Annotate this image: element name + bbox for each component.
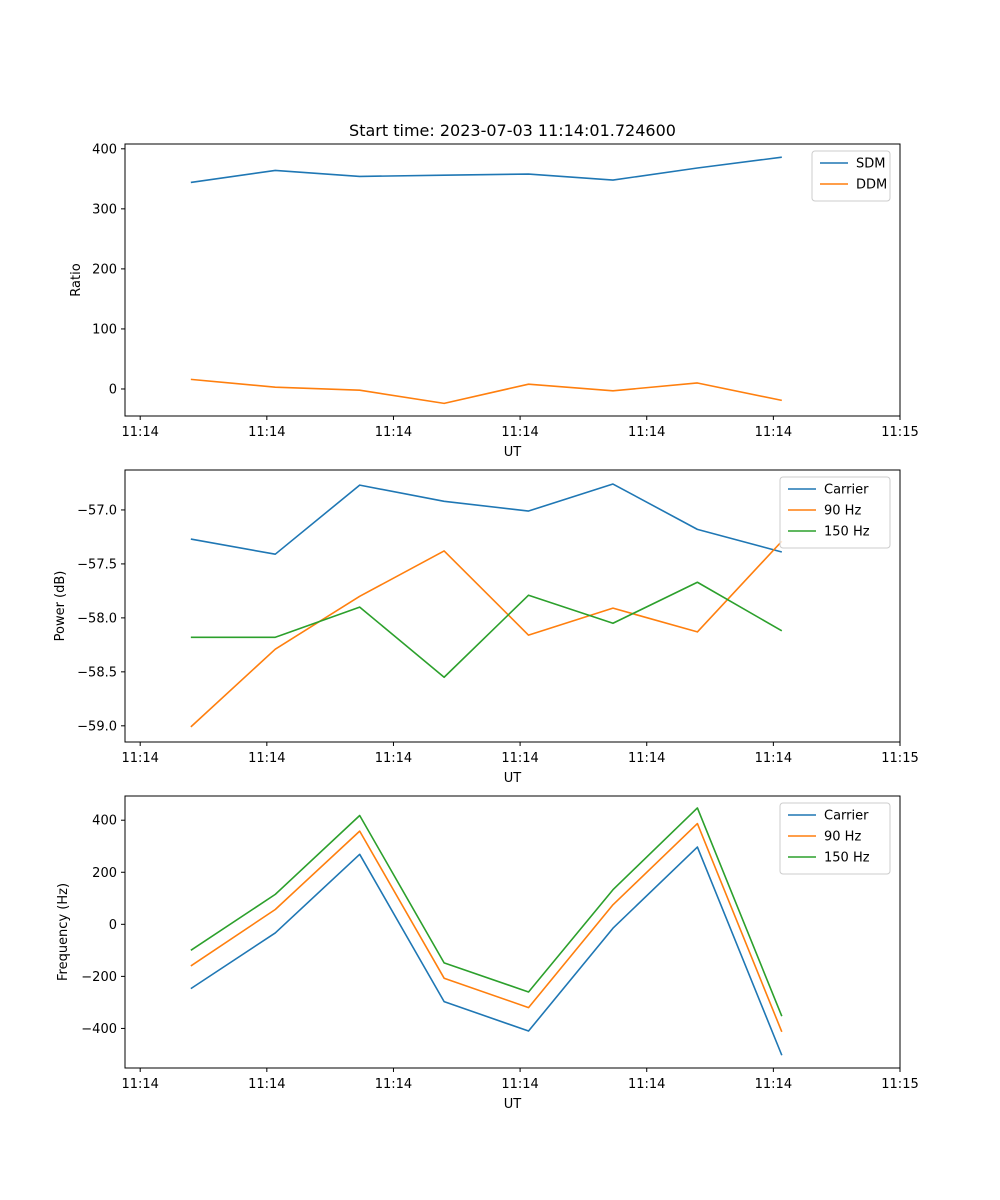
x-tick-label: 11:14: [628, 1077, 665, 1092]
legend-label: 90 Hz: [824, 830, 861, 845]
x-tick-label: 11:14: [248, 425, 285, 440]
legend: SDM DDM: [811, 150, 891, 202]
y-tick-label: −57.5: [77, 557, 117, 572]
legend: Carrier 90 Hz 150 Hz: [779, 802, 891, 875]
y-tick-label: 400: [92, 814, 117, 829]
series-line-carrier: [190, 846, 783, 1056]
legend-label: 150 Hz: [824, 525, 870, 540]
x-tick-label: 11:14: [375, 751, 412, 766]
x-tick-label: 11:14: [628, 751, 665, 766]
series-line-150-hz: [190, 581, 783, 679]
y-tick-label: 400: [92, 142, 117, 157]
y-tick-label: 300: [92, 202, 117, 217]
x-tick-label: 11:14: [248, 1077, 285, 1092]
x-tick-label: 11:14: [501, 425, 538, 440]
y-tick-label: 200: [92, 262, 117, 277]
x-tick-label: 11:15: [881, 751, 918, 766]
y-tick-label: 100: [92, 322, 117, 337]
y-tick-label: −58.0: [77, 611, 117, 626]
x-tick-label: 11:14: [755, 425, 792, 440]
legend-label: Carrier: [824, 483, 869, 498]
plot-frame: [124, 795, 901, 1069]
series-line-150-hz: [190, 807, 783, 1017]
x-tick-label: 11:14: [375, 1077, 412, 1092]
x-tick-label: 11:14: [121, 425, 158, 440]
x-tick-label: 11:14: [501, 1077, 538, 1092]
x-tick-label: 11:14: [501, 751, 538, 766]
legend-label: 90 Hz: [824, 504, 861, 519]
series-line-sdm: [190, 156, 782, 184]
series-line-90-hz: [190, 822, 783, 1033]
y-axis-label: Ratio: [69, 263, 84, 296]
legend-label: 150 Hz: [824, 851, 870, 866]
series-line-carrier: [190, 483, 783, 555]
x-axis-label: UT: [504, 445, 522, 460]
x-tick-label: 11:14: [248, 751, 285, 766]
x-tick-label: 11:14: [375, 425, 412, 440]
plot-frame: [124, 143, 901, 417]
y-tick-label: 200: [92, 866, 117, 881]
x-axis-label: UT: [504, 771, 522, 786]
y-axis-label: Power (dB): [53, 571, 68, 642]
x-tick-label: 11:14: [121, 1077, 158, 1092]
y-axis-label: Frequency (Hz): [56, 883, 71, 981]
y-tick-label: 0: [109, 918, 117, 933]
x-tick-label: 11:14: [121, 751, 158, 766]
x-tick-label: 11:15: [881, 425, 918, 440]
x-axis-label: UT: [504, 1097, 522, 1112]
y-tick-label: −200: [81, 970, 117, 985]
legend-label: DDM: [856, 178, 887, 193]
y-tick-label: −58.5: [77, 665, 117, 680]
chart-ratio: Start time: 2023-07-03 11:14:01.724600 U…: [69, 121, 919, 460]
x-tick-label: 11:14: [755, 1077, 792, 1092]
y-tick-label: −400: [81, 1022, 117, 1037]
chart-title: Start time: 2023-07-03 11:14:01.724600: [349, 121, 676, 140]
series-line-ddm: [190, 378, 782, 405]
y-tick-label: 0: [109, 382, 117, 397]
x-tick-label: 11:15: [881, 1077, 918, 1092]
plot-frame: [124, 469, 901, 743]
legend: Carrier 90 Hz 150 Hz: [779, 476, 891, 549]
chart-power: UT Power (dB) 11:14 11:14 11:14 11:14 11:14 1…: [53, 469, 919, 786]
series-line-90-hz: [190, 540, 783, 728]
legend-label: Carrier: [824, 809, 869, 824]
y-tick-label: −59.0: [77, 719, 117, 734]
legend-label: SDM: [856, 157, 885, 172]
x-tick-label: 11:14: [755, 751, 792, 766]
x-tick-label: 11:14: [628, 425, 665, 440]
chart-frequency: UT Frequency (Hz) 11:14 11:14 11:14 11:14 11…: [56, 795, 919, 1112]
y-tick-label: −57.0: [77, 503, 117, 518]
